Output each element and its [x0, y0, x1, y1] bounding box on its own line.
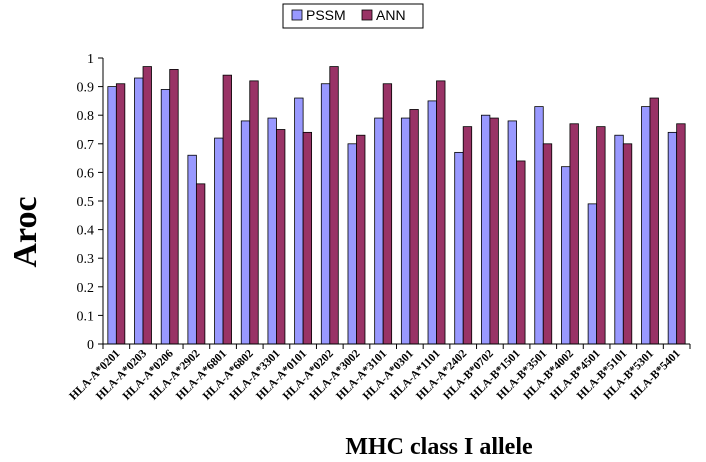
bar-ann-hlaa0202 [329, 66, 339, 345]
bar-ann-hlaa3002 [356, 134, 366, 345]
bar-pssm-hlab0702 [480, 114, 491, 345]
legend-label-pssm: PSSM [306, 7, 346, 23]
legend-label-ann: ANN [376, 7, 406, 23]
bar-pssm-hlaa6802 [240, 120, 251, 345]
bar-ann-hlaa2402 [462, 126, 473, 345]
bar-pssm-hlaa6801 [214, 137, 224, 345]
bar-ann-hlab5401 [676, 123, 686, 345]
bar-pssm-hlab1501 [507, 120, 517, 345]
bar-pssm-hlaa3101 [374, 117, 384, 345]
y-tick-label: 0.6 [77, 166, 95, 181]
bar-pssm-hlaa1101 [427, 100, 437, 345]
y-axis: 0 0.1 0.2 0.3 0.4 0.5 0.6 0.7 0.8 0.9 1 [77, 52, 104, 353]
bar-ann-hlab4002 [569, 123, 579, 345]
bar-ann-hlaa2902 [195, 183, 206, 345]
y-tick-label: 0.8 [77, 109, 95, 124]
y-tick-label: 0.9 [77, 81, 95, 96]
legend-box [282, 3, 424, 29]
x-axis: HLA-A*0201HLA-A*0203HLA-A*0206HLA-A*2902… [67, 343, 691, 403]
bar-ann-hlaa3101 [382, 83, 393, 345]
bar-ann-hlab5301 [649, 97, 659, 345]
bar-pssm-hlaa3002 [347, 143, 357, 345]
bar-pssm-hlaa2902 [187, 154, 197, 345]
bar-pssm-hlaa0206 [160, 89, 171, 345]
bar-ann-hlaa1101 [436, 80, 446, 345]
bar-ann-hlaa0203 [142, 66, 152, 345]
y-tick-label: 0.4 [77, 224, 95, 239]
legend-swatch-pssm [291, 9, 303, 21]
y-tick-label: 0.5 [77, 195, 95, 210]
bar-ann-hlaa3301 [276, 129, 286, 345]
bar-pssm-hlab4501 [587, 203, 598, 345]
bar-pssm-hlaa0202 [320, 83, 331, 345]
bar-ann-hlab0702 [489, 117, 499, 345]
bar-ann-hlaa0101 [302, 131, 313, 345]
bar-ann-hlab4501 [596, 126, 606, 345]
bar-pssm-hlaa0101 [294, 97, 304, 345]
bar-ann-hlab5101 [622, 143, 633, 345]
bar-ann-hlaa6802 [249, 80, 259, 345]
bar-pssm-hlaa0301 [400, 117, 411, 345]
bar-pssm-hlab5301 [641, 106, 651, 345]
y-tick-label: 1 [87, 52, 94, 67]
bar-pssm-hlab5101 [614, 134, 624, 345]
bar-ann-hlaa0206 [169, 69, 179, 345]
bar-ann-hlab1501 [516, 160, 526, 345]
bar-pssm-hlab5401 [667, 131, 678, 345]
bar-ann-hlab3501 [542, 143, 553, 345]
x-axis-title: MHC class I allele [345, 434, 533, 460]
bar-pssm-hlaa0201 [107, 86, 117, 345]
bar-ann-hlaa0201 [115, 83, 126, 345]
bar-ann-hlaa6801 [222, 74, 232, 345]
y-tick-label: 0.2 [77, 281, 95, 296]
bar-pssm-hlaa0203 [134, 77, 144, 345]
bar-ann-hlaa0301 [409, 109, 419, 345]
y-tick-label: 0 [87, 338, 94, 353]
bar-pssm-hlab3501 [534, 106, 544, 345]
y-tick-label: 0.1 [77, 309, 95, 324]
bar-pssm-hlab4002 [561, 166, 571, 345]
bar-pssm-hlaa3301 [267, 117, 277, 345]
y-tick-label: 0.7 [77, 138, 95, 153]
y-tick-label: 0.3 [77, 252, 95, 267]
bars [107, 66, 686, 345]
legend: PSSM ANN [282, 3, 424, 29]
legend-swatch-ann [361, 9, 373, 21]
bar-pssm-hlaa2402 [454, 151, 464, 345]
y-axis-title: Aroc [7, 196, 44, 267]
